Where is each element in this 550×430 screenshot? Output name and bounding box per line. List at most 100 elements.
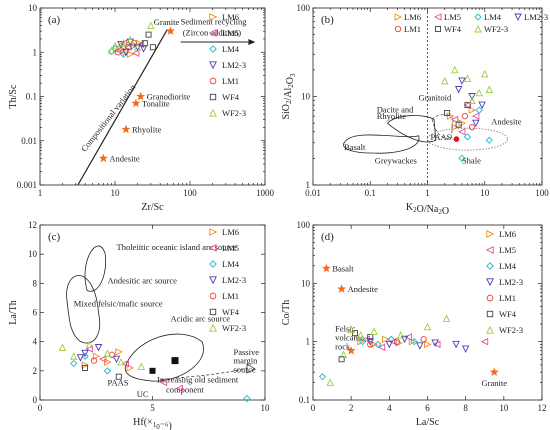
- reference-label: Granodiorite: [147, 92, 191, 102]
- data-point: [451, 123, 459, 131]
- legend-label: LM2-3: [524, 12, 548, 22]
- data-point: [461, 345, 470, 353]
- legend-marker: [209, 323, 217, 332]
- x-tick-label: 0.01: [305, 188, 321, 198]
- data-point: [385, 340, 394, 349]
- data-point: [397, 331, 405, 339]
- reference-label: PAAS: [430, 132, 451, 142]
- y-tick-label: 0.1: [299, 395, 310, 405]
- legend-marker: [209, 260, 217, 268]
- axis-label: La/Sc: [416, 417, 440, 428]
- data-point: [478, 101, 486, 110]
- data-point: [424, 340, 432, 349]
- legend-label: LM1: [222, 291, 239, 301]
- data-point: [104, 358, 112, 366]
- field-label-acidic: Acidic arc source: [171, 313, 231, 323]
- reference-star: [489, 367, 499, 377]
- data-point: [121, 359, 129, 368]
- data-point: [455, 121, 462, 128]
- reference-star: [131, 98, 141, 108]
- y-tick-label: 10: [301, 278, 311, 288]
- field-label-andesitic: Andesitic arc source: [108, 275, 178, 285]
- legend-label: WF4: [222, 92, 240, 102]
- reference-label: Felsic: [335, 324, 356, 334]
- legend-label: LM5: [499, 245, 516, 255]
- tholeiitic-field: [84, 245, 106, 292]
- legend-label: LM1: [222, 76, 239, 86]
- legend-label: WF2-3: [484, 24, 508, 34]
- data-point: [468, 93, 476, 101]
- data-point: [458, 77, 466, 85]
- reference-label: Tonalite: [142, 98, 170, 108]
- legend-marker: [435, 26, 442, 33]
- reference-label: Granite: [482, 378, 508, 388]
- data-point: [133, 43, 142, 51]
- data-point: [461, 112, 469, 120]
- y-tick-label: 10: [28, 249, 38, 259]
- data-point: [112, 355, 121, 364]
- data-point: [111, 41, 119, 50]
- data-point: [326, 378, 334, 386]
- axis-label: K2O/Na2O: [406, 202, 449, 217]
- data-point: [404, 333, 412, 341]
- axis-label: La/Th: [8, 300, 19, 324]
- field-label-greywackes: Greywackes: [375, 155, 417, 165]
- panel-a: 1 10 100 1000 0.001 0.01 0.1 1 10 Zr/Sc Th/Sc (a) Co…: [8, 3, 275, 213]
- legend-marker: [394, 13, 403, 21]
- y-tick-label: 0.001: [17, 180, 37, 190]
- x-tick-label: 10: [499, 403, 509, 413]
- paas-square: [149, 367, 156, 374]
- data-point: [367, 341, 374, 348]
- panel-label: (d): [321, 231, 334, 243]
- reference-label: Basalt: [332, 263, 354, 273]
- data-point: [475, 88, 483, 97]
- reference-star: [165, 26, 176, 35]
- arrow-head-icon: [246, 363, 256, 374]
- basalt-field: [343, 134, 420, 154]
- data-point: [107, 47, 116, 55]
- panel-label: (b): [321, 14, 334, 26]
- legend-marker: [394, 25, 402, 33]
- field-label-andesite: Andesite: [491, 117, 521, 127]
- legend-label: LM4: [222, 259, 240, 269]
- data-point: [137, 362, 145, 370]
- legend-label: LM6: [499, 229, 516, 239]
- data-point: [464, 102, 471, 109]
- y-tick-label: 100: [297, 3, 311, 13]
- axis-label: SiO2/Al2O3: [281, 73, 297, 120]
- data-point: [471, 112, 480, 120]
- reference-star: [321, 263, 331, 273]
- legend-marker: [486, 278, 494, 287]
- data-point: [70, 352, 78, 360]
- axis-label: Hf(×10⁻⁶): [133, 417, 172, 430]
- data-point: [450, 115, 459, 124]
- legend-marker: [209, 228, 218, 236]
- data-point: [458, 154, 466, 162]
- data-point: [103, 349, 112, 357]
- y-tick-label: 10: [28, 3, 38, 13]
- field-label-shale: Shale: [462, 155, 481, 165]
- data-point: [103, 367, 112, 375]
- data-point: [358, 338, 367, 346]
- data-point: [356, 331, 365, 339]
- dacite-rhyolite-field: [386, 115, 437, 143]
- data-point: [92, 352, 101, 360]
- data-point: [423, 322, 432, 331]
- reference-label: rock: [335, 342, 351, 352]
- legend-marker: [486, 310, 494, 318]
- data-point: [107, 46, 116, 54]
- data-point: [463, 74, 472, 82]
- data-point: [114, 49, 122, 56]
- legend-marker: [209, 308, 217, 316]
- reference-label: Andesite: [109, 153, 139, 163]
- x-tick-label: 0.1: [365, 188, 376, 198]
- uc-square: [171, 357, 179, 365]
- andesitic-arc-field: [66, 275, 100, 344]
- x-tick-label: 0: [38, 403, 43, 413]
- data-point: [367, 334, 374, 341]
- trend-label: Compositional variation: [79, 82, 138, 154]
- data-point: [452, 340, 460, 349]
- legend-label: LM2-3: [222, 275, 246, 285]
- data-point: [444, 110, 451, 117]
